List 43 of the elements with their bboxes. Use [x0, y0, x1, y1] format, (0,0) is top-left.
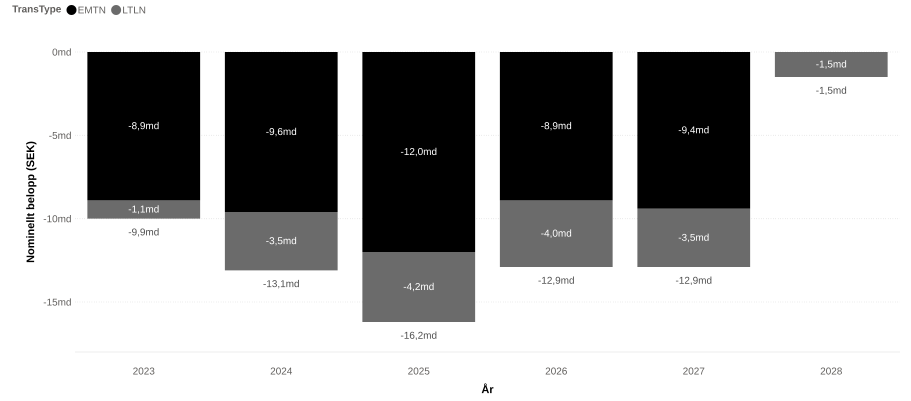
- x-tick-label: 2025: [408, 368, 430, 375]
- bar: [87, 200, 200, 219]
- bar: [224, 52, 338, 212]
- bar: [774, 52, 888, 77]
- data-label: -9,4md: [678, 126, 709, 135]
- x-tick-label: 2028: [820, 368, 842, 375]
- y-tick-label: 0md: [52, 48, 71, 56]
- x-axis-title: År: [482, 383, 494, 394]
- data-label: -4,2md: [404, 282, 434, 292]
- y-axis-title: Nominellt belopp (SEK): [26, 142, 36, 262]
- total-label: -1,5md: [816, 86, 846, 96]
- x-tick-label: 2024: [270, 368, 292, 375]
- x-tick-label: 2023: [133, 368, 154, 375]
- bar: [362, 52, 476, 252]
- data-label: -4,0md: [541, 229, 572, 238]
- bar: [87, 52, 200, 200]
- data-label: -1,5md: [816, 60, 846, 69]
- data-label: -8,9md: [128, 122, 159, 130]
- data-label: -3,5md: [266, 236, 296, 246]
- data-label: -12,0md: [400, 148, 436, 156]
- total-label: -9,9md: [128, 228, 159, 237]
- data-label: -9,6md: [266, 128, 296, 136]
- data-label: -3,5md: [678, 234, 709, 242]
- total-label: -12,9md: [538, 276, 574, 286]
- bar: [500, 52, 613, 200]
- total-label: -13,1md: [263, 280, 299, 288]
- y-tick-label: -15md: [44, 298, 71, 306]
- bar: [500, 200, 613, 267]
- bar: [637, 208, 750, 267]
- total-label: -16,2md: [400, 332, 436, 340]
- data-label: -8,9md: [541, 122, 572, 130]
- bar: [224, 212, 338, 270]
- y-tick-label: -10md: [44, 215, 71, 222]
- x-tick-label: 2026: [546, 368, 567, 375]
- x-tick-label: 2027: [683, 368, 704, 375]
- bar: [637, 52, 750, 209]
- total-label: -12,9md: [676, 276, 712, 286]
- data-label: -1,1md: [128, 205, 159, 214]
- legend-title: TransType: [12, 6, 61, 14]
- legend-label: LTLN: [123, 6, 146, 14]
- y-tick-label: -5md: [49, 132, 71, 139]
- bar: [362, 252, 476, 322]
- legend-label: EMTN: [78, 6, 106, 14]
